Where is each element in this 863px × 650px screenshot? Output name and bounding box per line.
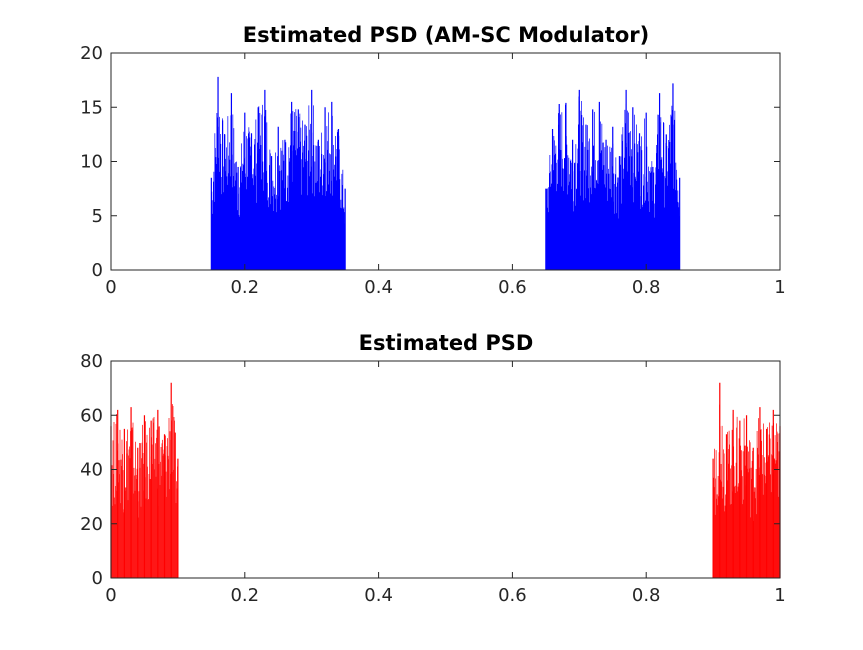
axes-box <box>110 360 781 579</box>
y-tick-label: 0 <box>92 260 103 281</box>
chart-title: Estimated PSD (AM-SC Modulator) <box>243 23 649 47</box>
y-tick-label: 40 <box>80 460 103 481</box>
x-tick-label: 0 <box>105 585 116 606</box>
x-tick-label: 0.8 <box>632 277 661 298</box>
plot-area <box>111 76 780 271</box>
psd-modulator-panel: Estimated PSD (AM-SC Modulator) 0 0.2 0.4 0… <box>80 23 786 298</box>
x-tick-label: 0.8 <box>632 585 661 606</box>
chart-title: Estimated PSD <box>359 331 534 355</box>
y-tick-label: 15 <box>80 97 103 118</box>
y-tick-label: 10 <box>80 152 103 173</box>
x-tick-label: 0.4 <box>364 585 393 606</box>
y-tick-label: 20 <box>80 43 103 64</box>
psd-baseband-panel: Estimated PSD 0 0.2 0.4 0.6 0.8 1 0 20 40 60 80 <box>80 331 786 606</box>
y-tick-label: 20 <box>80 514 103 535</box>
x-tick-label: 0.6 <box>498 585 527 606</box>
x-tick-label: 0.6 <box>498 277 527 298</box>
x-tick-label: 1 <box>774 585 785 606</box>
y-tick-label: 80 <box>80 351 103 372</box>
y-tick-label: 5 <box>92 206 103 227</box>
x-tick-label: 0.2 <box>230 585 259 606</box>
y-tick-label: 60 <box>80 405 103 426</box>
ticks: 0 0.2 0.4 0.6 0.8 1 0 20 40 60 80 <box>80 351 786 606</box>
x-tick-label: 0.4 <box>364 277 393 298</box>
y-tick-label: 0 <box>92 568 103 589</box>
x-tick-label: 0.2 <box>230 277 259 298</box>
x-tick-label: 1 <box>774 277 785 298</box>
x-tick-label: 0 <box>105 277 116 298</box>
plot-area <box>110 382 781 579</box>
